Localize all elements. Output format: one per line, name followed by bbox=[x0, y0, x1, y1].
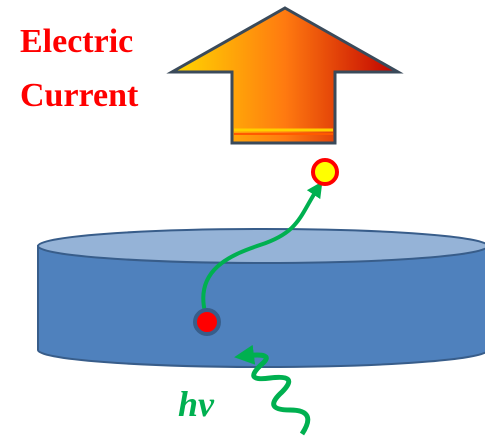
photon-wave bbox=[234, 344, 311, 436]
electron bbox=[193, 308, 221, 336]
cylinder-body bbox=[37, 245, 485, 368]
current-label: Current bbox=[20, 77, 139, 114]
photon-label: hv bbox=[178, 384, 215, 424]
emitted-electron bbox=[311, 158, 339, 186]
current-arrow bbox=[166, 6, 404, 145]
electron-path bbox=[201, 181, 323, 313]
current-label: Electric bbox=[20, 23, 133, 60]
